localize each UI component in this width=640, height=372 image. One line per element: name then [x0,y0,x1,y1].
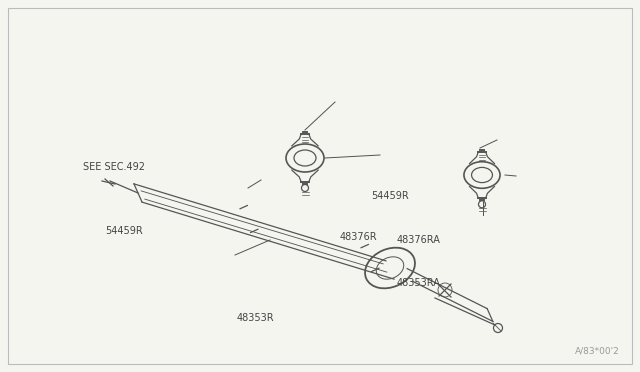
Text: SEE SEC.492: SEE SEC.492 [83,163,145,172]
Text: 48353RA: 48353RA [397,278,441,288]
Text: 54459R: 54459R [106,226,143,235]
Text: 48376RA: 48376RA [397,235,441,245]
Text: 48353R: 48353R [237,313,275,323]
Text: A/83*00'2: A/83*00'2 [575,346,620,355]
Text: 54459R: 54459R [371,192,409,201]
Text: 48376R: 48376R [339,232,377,242]
